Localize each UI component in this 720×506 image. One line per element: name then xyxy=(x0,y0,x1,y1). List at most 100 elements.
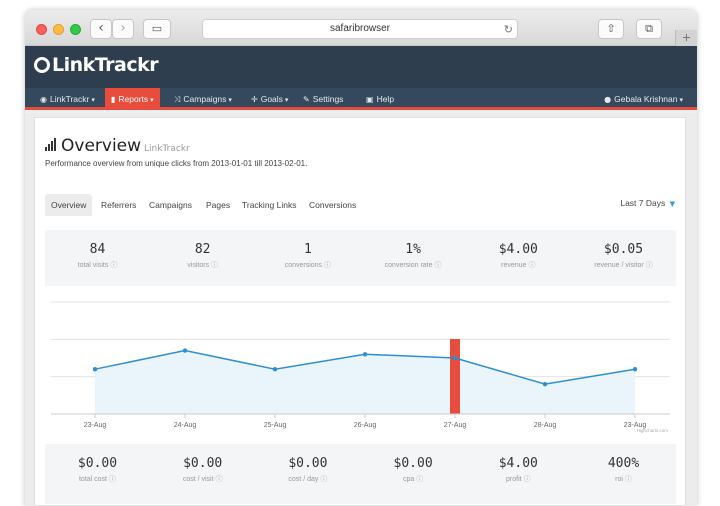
stat-value: 1 xyxy=(303,242,312,257)
menu-item-label: Reports xyxy=(118,94,149,104)
caret-down-icon: ▾ xyxy=(91,96,95,104)
stat-label: revenue xyxy=(501,262,527,269)
x-tick-label: 24-Aug xyxy=(174,422,197,429)
menu-item-reports[interactable]: ▮ Reports ▾ xyxy=(105,88,160,110)
stat-roi: 400% roi ⓘ xyxy=(571,444,676,500)
caret-down-icon: ▾ xyxy=(679,96,683,104)
globe-icon: ◉ xyxy=(40,95,47,104)
info-icon[interactable]: ⓘ xyxy=(109,476,116,483)
data-point xyxy=(452,355,458,361)
menu-item-campaigns[interactable]: ⤨ Campaigns ▾ xyxy=(168,88,238,110)
info-icon[interactable]: ⓘ xyxy=(320,476,328,483)
data-point xyxy=(542,381,548,387)
close-window-button[interactable] xyxy=(36,24,47,35)
stat-conversion-rate: 1% conversion rate ⓘ xyxy=(361,230,466,286)
data-point xyxy=(632,367,638,372)
stat-cost-visit: $0.00 cost / visit ⓘ xyxy=(150,444,255,500)
address-bar[interactable]: safaribrowser ↻ xyxy=(202,19,518,39)
logo-icon xyxy=(34,57,50,73)
x-tick-label: 26-Aug xyxy=(354,422,377,429)
stat-cost-day: $0.00 cost / day ⓘ xyxy=(255,444,360,500)
menu-item-label: Goals xyxy=(260,94,283,104)
stat-total-cost: $0.00 total cost ⓘ xyxy=(45,444,150,500)
menu-item-settings[interactable]: ✎ Settings xyxy=(297,88,349,110)
date-range-dropdown[interactable]: Last 7 Days ▼ xyxy=(620,198,675,208)
chart-credit: Highcharts.com xyxy=(637,428,669,433)
x-tick-label: 28-Aug xyxy=(534,422,557,429)
tab-referrers[interactable]: Referrers xyxy=(101,200,137,210)
stat-revenue-visitor: $0.05 revenue / visitor ⓘ xyxy=(571,230,676,286)
stat-value: $0.00 xyxy=(77,456,118,471)
tab-conversions[interactable]: Conversions xyxy=(309,200,357,210)
user-menu[interactable]: ● Gebala Krishnan ▾ xyxy=(598,88,689,110)
info-icon[interactable]: ⓘ xyxy=(110,262,118,269)
caret-down-icon: ▾ xyxy=(150,96,154,104)
tab-pages[interactable]: Pages xyxy=(206,200,231,210)
caret-down-icon: ▾ xyxy=(284,96,289,104)
share-icon: ⇧ xyxy=(606,22,616,35)
date-range-label: Last 7 Days xyxy=(620,198,666,208)
info-icon[interactable]: ⓘ xyxy=(645,262,653,269)
visits-chart: 23-Aug 24-Aug 25-Aug 26-Aug 27-Aug 28-Aug 23-A… xyxy=(45,294,676,434)
forward-button[interactable]: › xyxy=(112,19,134,39)
chart-svg: 23-Aug 24-Aug 25-Aug 26-Aug 27-Aug 28-Aug 23-A… xyxy=(51,301,670,433)
menu-item-goals[interactable]: ✛ Goals ▾ xyxy=(245,88,294,110)
stat-profit: $4.00 profit ⓘ xyxy=(466,444,571,500)
tab-tracking-links[interactable]: Tracking Links xyxy=(242,200,297,210)
zoom-window-button[interactable] xyxy=(70,24,81,35)
info-icon[interactable]: ⓘ xyxy=(324,262,332,269)
stat-label: cost / day xyxy=(288,476,319,483)
stat-value: 400% xyxy=(607,456,640,471)
logo-text: LinkTrackr xyxy=(52,54,159,76)
overview-panel: Overview LinkTrackr Performance overview … xyxy=(34,117,686,506)
reload-icon[interactable]: ↻ xyxy=(503,23,513,36)
app-logo[interactable]: LinkTrackr xyxy=(34,54,159,76)
user-icon: ● xyxy=(604,95,612,104)
page-subtitle: LinkTrackr xyxy=(144,144,190,154)
data-point xyxy=(362,352,368,357)
app-header: LinkTrackr xyxy=(25,46,697,88)
caret-down-icon: ▼ xyxy=(669,200,675,208)
stat-label: cost / visit xyxy=(182,476,214,483)
tabs-icon: ⧉ xyxy=(645,22,653,35)
crosshair-icon: ✛ xyxy=(251,95,258,104)
x-tick-label: 25-Aug xyxy=(264,422,287,429)
tab-campaigns[interactable]: Campaigns xyxy=(149,200,192,210)
back-button[interactable]: ‹ xyxy=(90,19,112,39)
data-point xyxy=(272,367,278,372)
menu-item-help[interactable]: ▣ Help xyxy=(360,88,400,110)
sidebar-toggle-button[interactable]: ▭ xyxy=(143,19,171,39)
info-icon[interactable]: ⓘ xyxy=(434,262,442,269)
stat-value: $0.00 xyxy=(393,456,433,471)
stat-value: $4.00 xyxy=(498,242,538,257)
stat-total-visits: 84 total visits ⓘ xyxy=(45,230,150,286)
stat-label: total visits xyxy=(77,262,109,269)
x-tick-label: 27-Aug xyxy=(444,422,467,429)
new-tab-button[interactable]: + xyxy=(675,30,697,46)
stat-value: $0.00 xyxy=(183,456,223,471)
info-icon[interactable]: ⓘ xyxy=(523,476,531,483)
info-icon[interactable]: ⓘ xyxy=(528,262,536,269)
sidebar-icon: ▭ xyxy=(151,22,163,35)
browser-window: ‹ › ▭ safaribrowser ↻ ⇧ ⧉ + LinkTrackr ◉… xyxy=(25,10,697,506)
minimize-window-button[interactable] xyxy=(53,24,64,35)
show-tabs-button[interactable]: ⧉ xyxy=(636,19,662,39)
stat-label: revenue / visitor xyxy=(594,262,644,269)
tab-overview[interactable]: Overview xyxy=(45,194,93,216)
x-tick-label: 23-Aug xyxy=(84,422,107,429)
page-description: Performance overview from unique clicks … xyxy=(45,159,308,168)
menu-item-linktrackr[interactable]: ◉ LinkTrackr ▾ xyxy=(34,88,101,110)
share-button[interactable]: ⇧ xyxy=(598,19,624,39)
stat-value: 84 xyxy=(89,242,106,257)
stat-label: total cost xyxy=(78,476,107,483)
info-icon[interactable]: ⓘ xyxy=(624,476,632,483)
caret-down-icon: ▾ xyxy=(228,96,232,104)
stat-visitors: 82 visitors ⓘ xyxy=(150,230,255,286)
info-icon[interactable]: ⓘ xyxy=(215,476,223,483)
info-icon[interactable]: ⓘ xyxy=(416,476,424,483)
series-area xyxy=(95,350,635,414)
shuffle-icon: ⤨ xyxy=(174,95,181,104)
summary-stats-bottom: $0.00 total cost ⓘ $0.00 cost / visit ⓘ $0.00 c… xyxy=(45,444,676,504)
info-icon[interactable]: ⓘ xyxy=(211,262,219,269)
stat-label: conversion rate xyxy=(384,262,433,269)
